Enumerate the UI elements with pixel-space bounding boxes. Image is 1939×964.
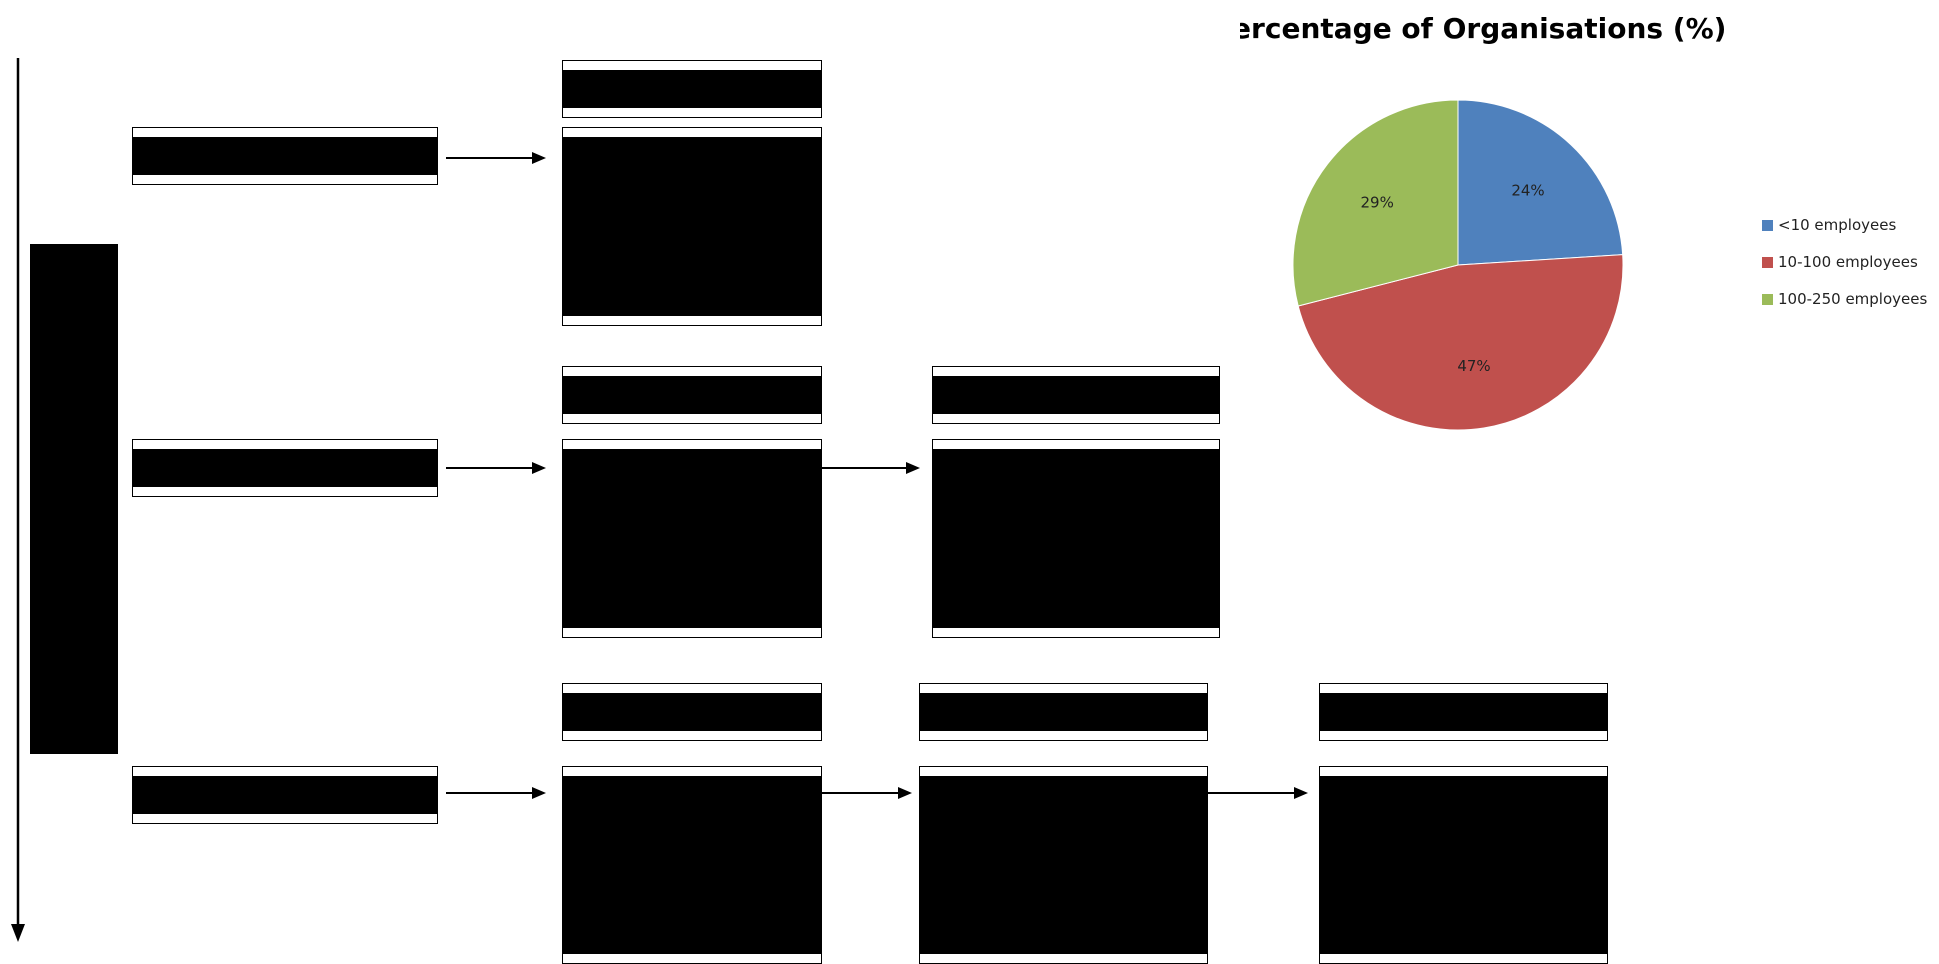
vertical-timeline-arrow bbox=[11, 58, 25, 942]
row3-arrow-2 bbox=[822, 787, 912, 799]
chart-title: Percentage of Organisations (%) bbox=[1240, 12, 1726, 45]
pie-slice-2 bbox=[1297, 254, 1624, 431]
slice-label-3: 29% bbox=[1360, 193, 1393, 211]
row2-col1-header-box bbox=[562, 366, 822, 424]
row3-arrow-3 bbox=[1208, 787, 1308, 799]
legend-label-2: 10-100 employees bbox=[1778, 253, 1918, 271]
row2-label-box bbox=[132, 439, 438, 497]
row2-col2-content-box bbox=[932, 439, 1220, 638]
row1-col1-header-box bbox=[562, 60, 822, 118]
redacted-side-label bbox=[30, 244, 118, 754]
legend-swatch-3 bbox=[1762, 294, 1773, 305]
row2-col2-header-box bbox=[932, 366, 1220, 424]
row2-arrow-1 bbox=[446, 462, 546, 474]
pie-slice-1 bbox=[1457, 99, 1624, 266]
row3-col3-content-box bbox=[1319, 766, 1608, 964]
row2-col1-content-box bbox=[562, 439, 822, 638]
slice-label-2: 47% bbox=[1457, 357, 1490, 375]
row3-col1-content-box bbox=[562, 766, 822, 964]
row3-col2-header-box bbox=[919, 683, 1208, 741]
row3-col3-header-box bbox=[1319, 683, 1608, 741]
pie-slice-3 bbox=[1292, 99, 1459, 307]
legend-swatch-2 bbox=[1762, 257, 1773, 268]
row3-col1-header-box bbox=[562, 683, 822, 741]
chart-legend: <10 employees 10-100 employees 100-250 emp… bbox=[1762, 216, 1927, 308]
row1-label-box bbox=[132, 127, 438, 185]
pie-chart: Percentage of Organisations (%) 24% 47% 29… bbox=[1240, 12, 1927, 431]
row2-arrow-2 bbox=[822, 462, 920, 474]
row3-label-box bbox=[132, 766, 438, 824]
legend-label-1: <10 employees bbox=[1778, 216, 1896, 234]
row1-col1-content-box bbox=[562, 127, 822, 326]
legend-label-3: 100-250 employees bbox=[1778, 290, 1927, 308]
row1-arrow bbox=[446, 152, 546, 164]
legend-swatch-1 bbox=[1762, 220, 1773, 231]
row3-arrow-1 bbox=[446, 787, 546, 799]
row3-col2-content-box bbox=[919, 766, 1208, 964]
slice-label-1: 24% bbox=[1511, 181, 1544, 199]
